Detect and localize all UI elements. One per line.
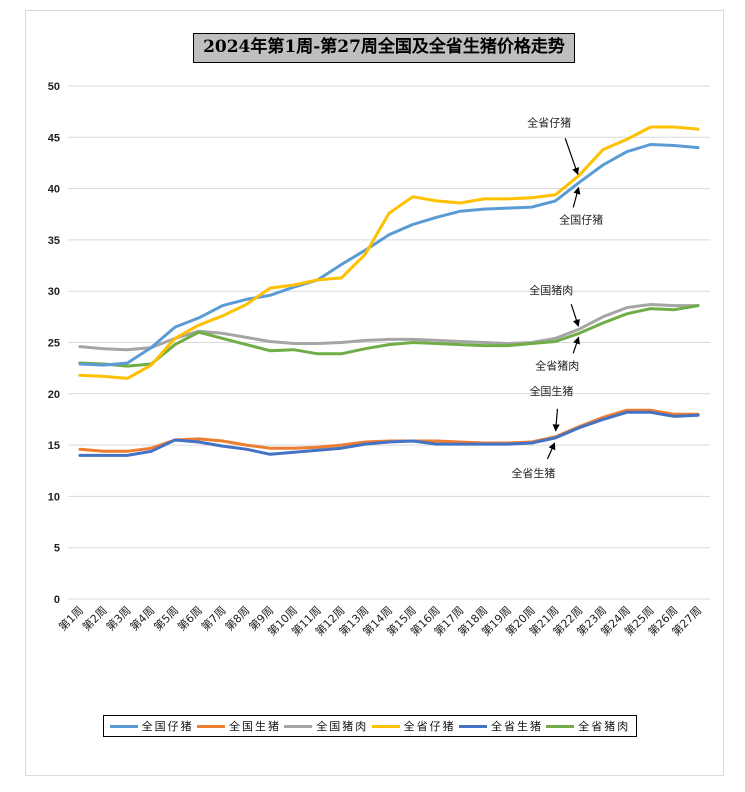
legend-item: 全国猪肉: [284, 718, 368, 734]
y-tick-label: 40: [48, 184, 60, 196]
y-tick-label: 10: [48, 491, 60, 503]
legend-swatch: [546, 724, 575, 728]
legend-item: 全省猪肉: [546, 718, 630, 734]
y-tick-label: 25: [48, 338, 60, 350]
y-tick-label: 30: [48, 286, 60, 298]
legend-item: 全国生猪: [196, 718, 281, 734]
x-tick-label: 第8周: [222, 603, 252, 633]
annotation-arrow: [572, 186, 581, 208]
y-tick-label: 15: [48, 440, 60, 452]
y-tick-label: 35: [48, 235, 60, 247]
chart-legend: 全国仔猪 全国生猪 全国猪肉 全省仔猪 全省生猪 全省猪肉: [103, 715, 637, 737]
legend-swatch: [284, 724, 313, 728]
legend-item: 全省生猪: [458, 718, 543, 734]
legend-item: 全省仔猪: [371, 718, 456, 734]
y-tick-label: 20: [48, 389, 60, 401]
series-line-全省猪肉: [78, 304, 700, 368]
series-line-全省仔猪: [78, 125, 700, 380]
annotation-label: 全国猪肉: [529, 283, 573, 297]
legend-label: 全省仔猪: [403, 720, 456, 733]
x-tick-label: 第5周: [151, 603, 181, 633]
legend-swatch: [196, 724, 225, 728]
x-tick-label: 第6周: [174, 603, 204, 633]
legend-label: 全国仔猪: [141, 720, 194, 733]
annotation-arrow: [572, 336, 580, 354]
x-tick-label: 第3周: [103, 603, 133, 633]
y-tick-label: 0: [54, 594, 60, 606]
annotation-arrow: [570, 304, 580, 327]
annotation-label: 全国生猪: [529, 384, 573, 398]
chart-title: 2024年第1周-第27周全国及全省生猪价格走势: [193, 33, 575, 63]
legend-swatch: [458, 724, 487, 728]
legend-label: 全省猪肉: [578, 720, 631, 733]
series-line-全省生猪: [78, 410, 700, 457]
legend-label: 全国猪肉: [316, 720, 369, 733]
annotation-arrow: [552, 408, 560, 432]
annotation-label: 全省猪肉: [535, 358, 579, 372]
series-line-全国猪肉: [78, 303, 700, 352]
annotation-arrow: [564, 138, 580, 176]
x-tick-label: 第4周: [127, 603, 157, 633]
legend-swatch: [109, 724, 138, 728]
annotation-arrow: [546, 442, 556, 460]
x-tick-label: 第1周: [56, 603, 86, 633]
legend-item: 全国仔猪: [109, 718, 194, 734]
annotation-label: 全省生猪: [511, 466, 555, 480]
series-line-全国仔猪: [78, 143, 700, 367]
legend-label: 全国生猪: [228, 720, 281, 733]
y-tick-label: 50: [48, 81, 60, 93]
y-tick-label: 45: [48, 132, 60, 144]
x-tick-label: 第2周: [79, 603, 109, 633]
x-tick-label: 第7周: [198, 603, 228, 633]
y-tick-label: 5: [54, 543, 60, 555]
legend-label: 全省生猪: [490, 720, 543, 733]
annotation-label: 全省仔猪: [527, 115, 571, 129]
legend-swatch: [371, 724, 400, 728]
annotation-label: 全国仔猪: [559, 212, 603, 226]
